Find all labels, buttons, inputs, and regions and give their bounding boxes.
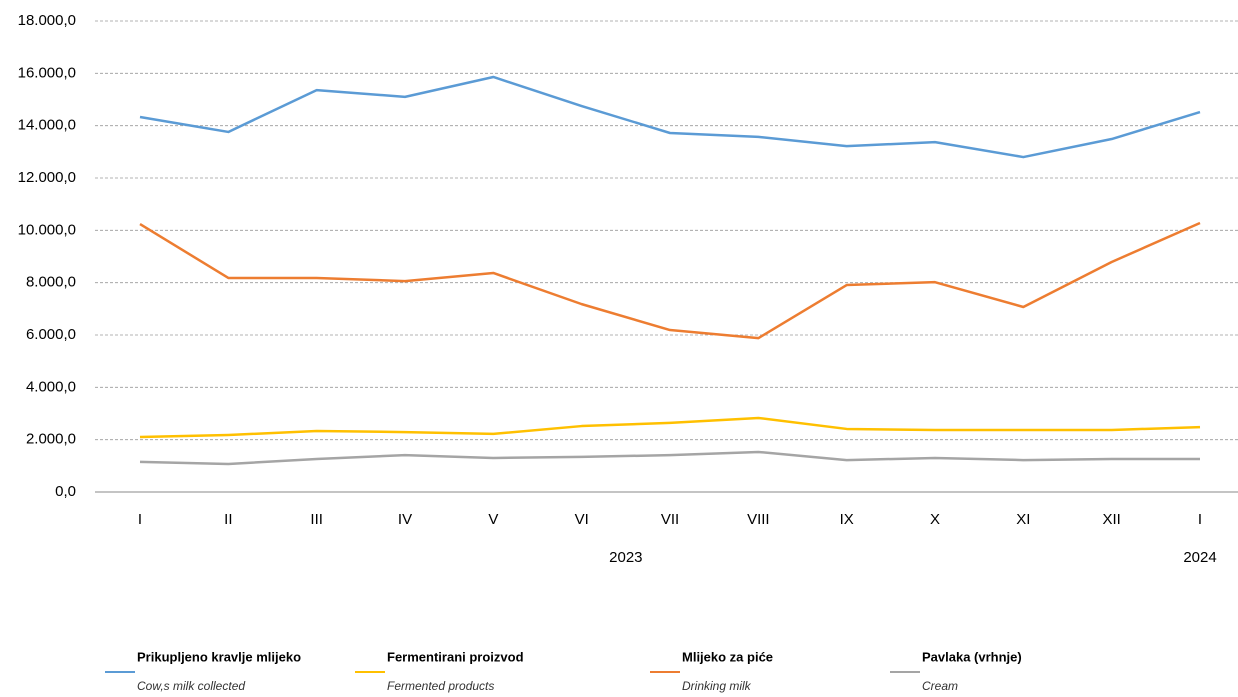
legend-sublabel: Drinking milk	[682, 679, 752, 693]
x-tick-label: I	[1198, 511, 1202, 528]
series-line	[139, 75, 1201, 159]
y-tick-label: 10.000,0	[18, 221, 76, 238]
y-tick-label: 4.000,0	[26, 378, 76, 395]
legend-sublabel: Cow,s milk collected	[137, 679, 245, 693]
legend-label: Mlijeko za piće	[682, 649, 773, 664]
y-tick-label: 12.000,0	[18, 169, 76, 186]
year-label: 2023	[609, 549, 642, 566]
x-tick-label: III	[310, 511, 323, 528]
y-tick-label: 16.000,0	[18, 64, 76, 81]
x-tick-label: VII	[661, 511, 679, 528]
legend-label: Prikupljeno kravlje mlijeko	[137, 649, 301, 664]
series-line	[139, 416, 1201, 439]
y-tick-label: 6.000,0	[26, 326, 76, 343]
y-tick-label: 18.000,0	[18, 12, 76, 29]
x-tick-label: IV	[398, 511, 412, 528]
x-tick-label: V	[488, 511, 498, 528]
x-tick-label: IX	[840, 511, 854, 528]
legend-sublabel: Cream	[922, 679, 958, 693]
x-tick-label: VI	[575, 511, 589, 528]
legend-sublabel: Fermented products	[387, 679, 494, 693]
x-tick-label: VIII	[747, 511, 770, 528]
y-tick-label: 0,0	[55, 483, 76, 500]
series-line	[139, 450, 1200, 466]
legend-label: Pavlaka (vrhnje)	[922, 649, 1022, 664]
x-tick-label: XI	[1016, 511, 1030, 528]
x-tick-label: X	[930, 511, 940, 528]
y-tick-label: 14.000,0	[18, 117, 76, 134]
series-line	[139, 221, 1201, 340]
x-tick-label: II	[224, 511, 232, 528]
y-tick-label: 2.000,0	[26, 431, 76, 448]
year-label: 2024	[1183, 549, 1216, 566]
y-tick-label: 8.000,0	[26, 274, 76, 291]
legend-label: Fermentirani proizvod	[387, 649, 524, 664]
x-tick-label: XII	[1102, 511, 1120, 528]
x-tick-label: I	[138, 511, 142, 528]
